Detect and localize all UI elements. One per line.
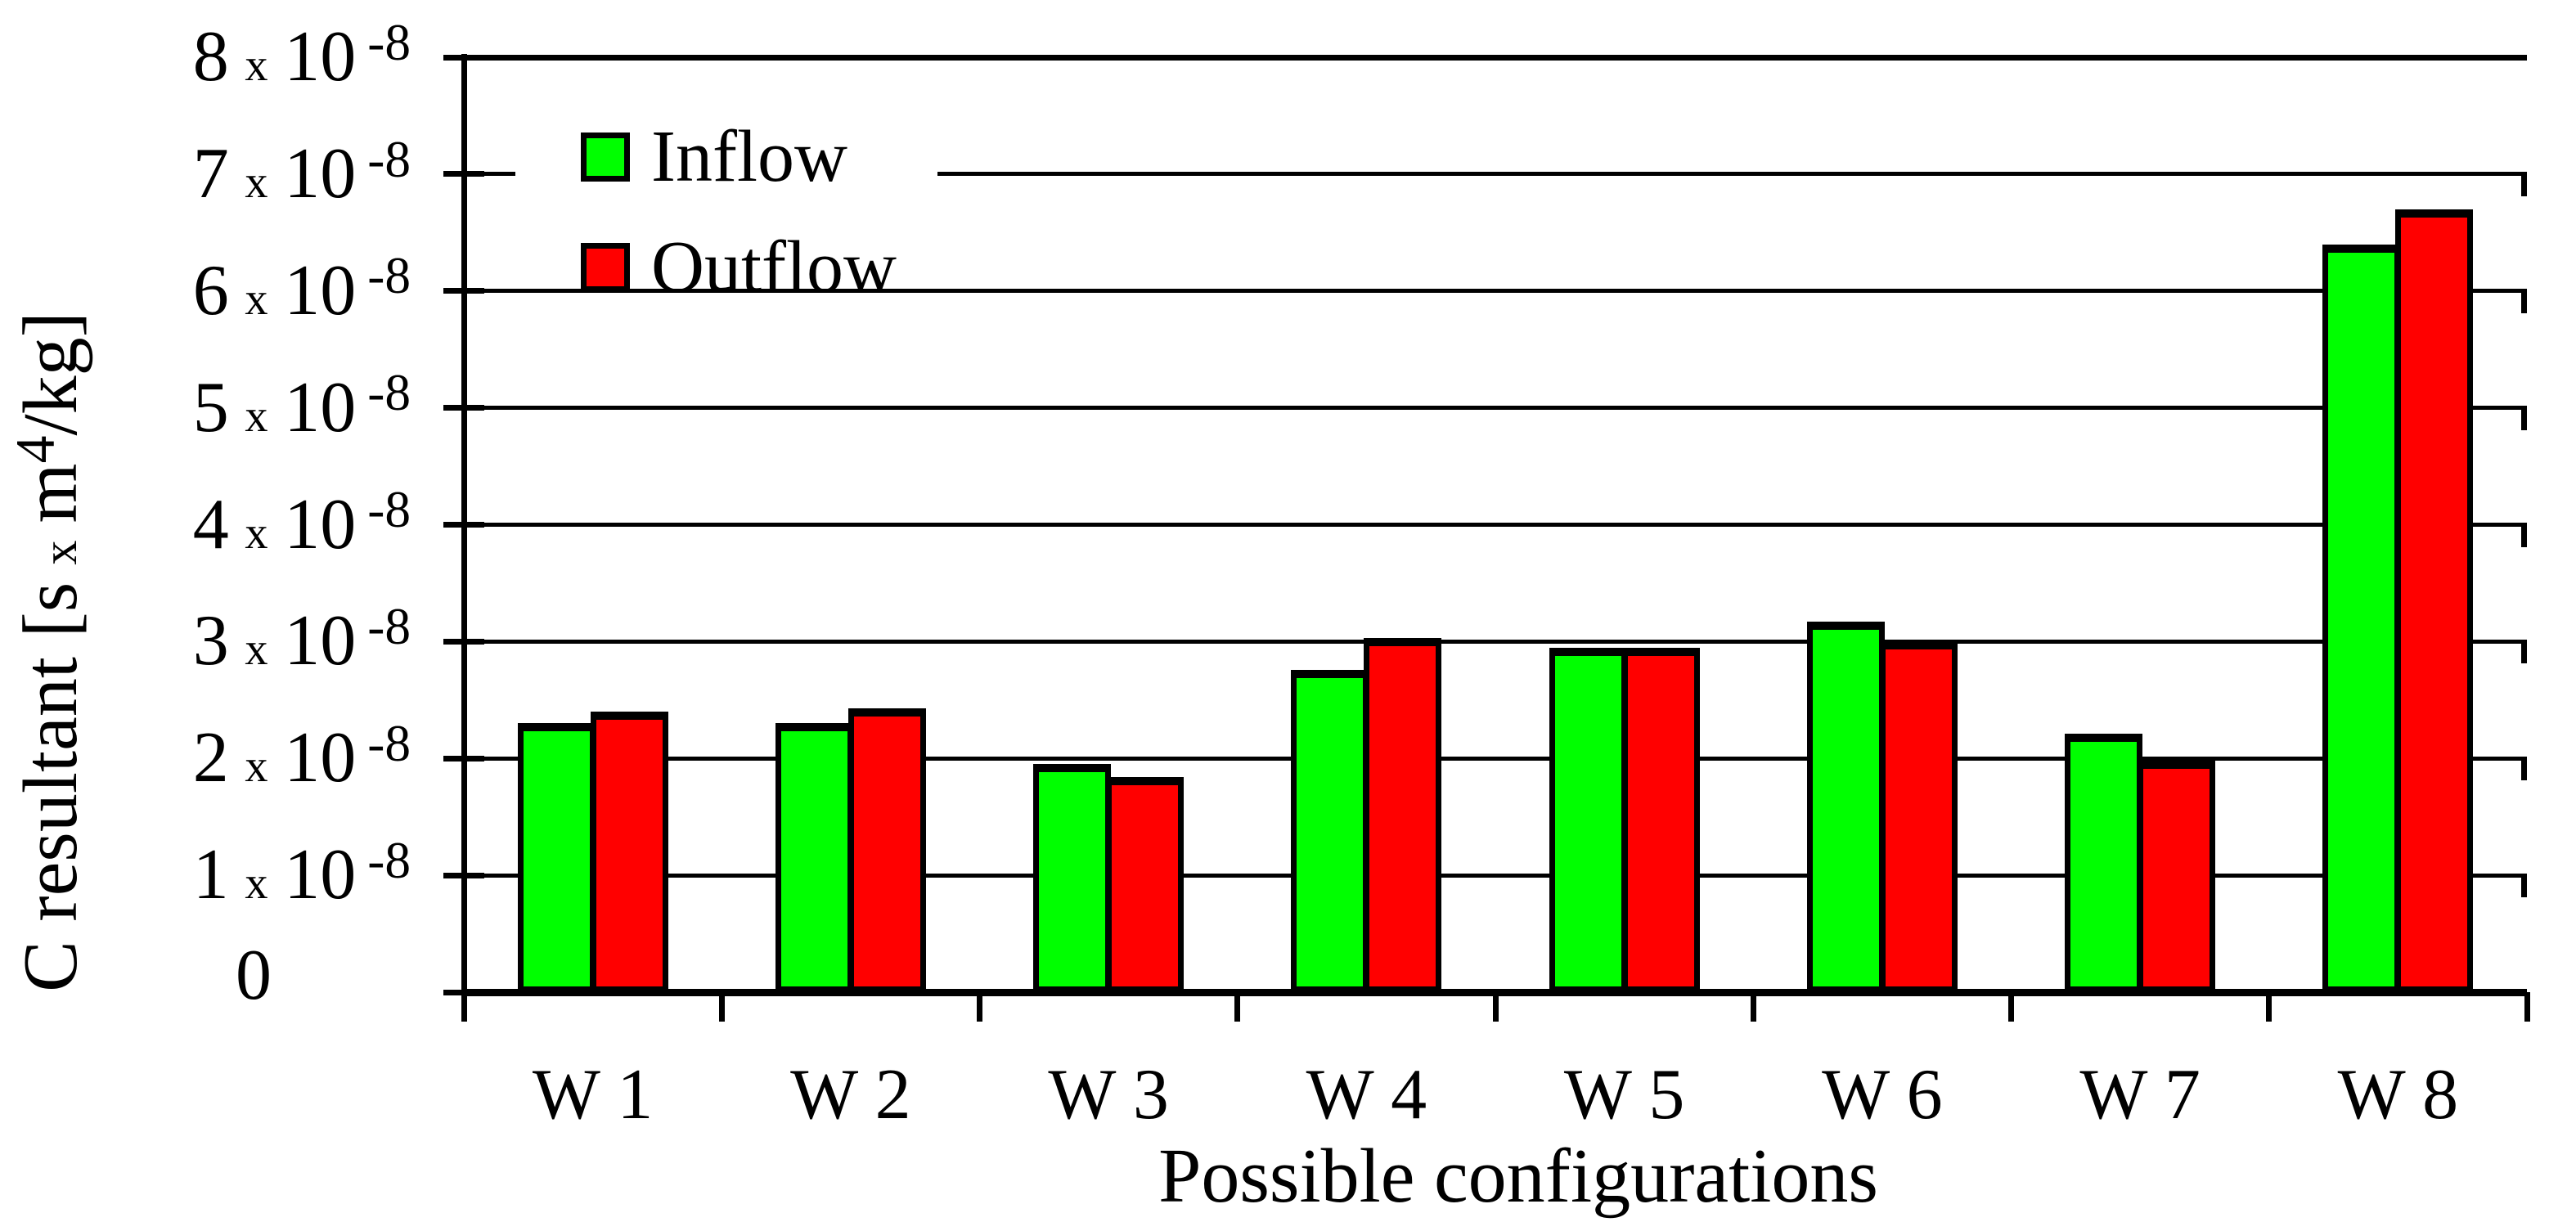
bar-outflow-w5 — [1621, 647, 1700, 992]
bar-outflow-w7 — [2138, 761, 2216, 992]
legend-item-outflow: Outflow — [581, 227, 897, 308]
category-label: W 3 — [1048, 1055, 1169, 1134]
x-axis-tick — [2266, 992, 2273, 1022]
right-edge-tick — [2521, 641, 2527, 664]
bar-inflow-w4 — [1291, 669, 1369, 992]
gridline — [464, 756, 2527, 761]
y-tick-label: 4 x 10 -8 — [192, 481, 411, 564]
times-symbol: x — [233, 273, 280, 325]
bar-outflow-w6 — [1879, 641, 1958, 992]
exponent: -8 — [367, 714, 411, 772]
times-symbol: x — [233, 507, 280, 559]
gridline — [464, 172, 2527, 177]
legend-item-inflow: Inflow — [581, 116, 847, 197]
category-label: W 4 — [1306, 1055, 1427, 1134]
x-axis-tick — [1750, 992, 1756, 1022]
times-symbol: x — [233, 156, 280, 208]
right-edge-tick — [2521, 758, 2527, 781]
x-axis-tick — [2524, 992, 2530, 1022]
legend-swatch-inflow — [581, 133, 630, 182]
x-axis-tick — [1234, 992, 1241, 1022]
legend-label: Inflow — [651, 116, 847, 197]
category-label: W 8 — [2337, 1055, 2459, 1134]
gridline — [464, 639, 2527, 644]
gridline — [464, 523, 2527, 527]
bar-inflow-w3 — [1033, 764, 1112, 992]
right-edge-tick — [2521, 290, 2527, 313]
y-axis-line — [461, 54, 467, 1022]
x-axis-tick — [461, 992, 467, 1022]
y-tick-label: 8 x 10 -8 — [192, 13, 411, 97]
exponent: -8 — [367, 13, 411, 71]
gridline — [464, 289, 2527, 294]
times-symbol: x — [233, 624, 280, 676]
x-axis-tick — [1492, 992, 1499, 1022]
times-symbol: x — [33, 528, 88, 577]
y-tick-label: 2 x 10 -8 — [192, 714, 411, 798]
bar-inflow-w1 — [517, 723, 596, 992]
bar-outflow-w4 — [1364, 638, 1442, 992]
category-label: W 2 — [790, 1055, 911, 1134]
y-tick-label: 0 — [236, 936, 272, 1015]
right-edge-tick — [2521, 407, 2527, 430]
bar-inflow-w5 — [1549, 647, 1627, 992]
x-axis-tick — [2008, 992, 2014, 1022]
gridline — [464, 873, 2527, 878]
bar-inflow-w6 — [1806, 622, 1885, 992]
right-edge-tick — [2521, 173, 2527, 196]
bar-outflow-w3 — [1106, 777, 1185, 992]
bar-outflow-w8 — [2395, 209, 2474, 992]
bar-inflow-w7 — [2065, 734, 2143, 992]
y-tick-label: 1 x 10 -8 — [192, 831, 411, 915]
x-axis-title: Possible configurations — [1158, 1134, 1878, 1219]
exponent: -8 — [367, 364, 411, 422]
y-tick-label: 6 x 10 -8 — [192, 247, 411, 330]
exponent: -8 — [367, 831, 411, 889]
exponent: -8 — [367, 481, 411, 539]
x-axis-tick — [718, 992, 725, 1022]
legend-label: Outflow — [651, 227, 897, 308]
right-edge-tick — [2521, 524, 2527, 547]
legend: Inflow Outflow — [515, 113, 937, 304]
category-label: W 7 — [2079, 1055, 2201, 1134]
right-edge-tick — [2521, 875, 2527, 898]
y-axis-title: C resultant [s x m4/kg] — [4, 312, 93, 992]
bar-inflow-w2 — [775, 723, 853, 992]
y-tick-label: 7 x 10 -8 — [192, 130, 411, 213]
times-symbol: x — [233, 858, 280, 910]
superscript: 4 — [4, 435, 66, 464]
bar-outflow-w1 — [590, 712, 668, 992]
bar-inflow-w8 — [2322, 244, 2401, 992]
y-tick-label: 5 x 10 -8 — [192, 364, 411, 447]
bar-outflow-w2 — [847, 708, 926, 992]
times-symbol: x — [233, 741, 280, 793]
times-symbol: x — [233, 390, 280, 442]
x-axis-tick — [977, 992, 982, 1022]
exponent: -8 — [367, 247, 411, 305]
exponent: -8 — [367, 598, 411, 656]
legend-swatch-outflow — [581, 243, 630, 292]
gridline — [464, 406, 2527, 411]
y-tick-label: 3 x 10 -8 — [192, 598, 411, 681]
times-symbol: x — [233, 40, 280, 91]
exponent: -8 — [367, 130, 411, 188]
category-label: W 1 — [532, 1055, 654, 1134]
gridline — [464, 54, 2527, 61]
category-label: W 5 — [1563, 1055, 1685, 1134]
category-label: W 6 — [1822, 1055, 1943, 1134]
